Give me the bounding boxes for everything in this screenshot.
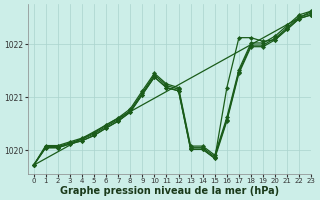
X-axis label: Graphe pression niveau de la mer (hPa): Graphe pression niveau de la mer (hPa) [60,186,279,196]
